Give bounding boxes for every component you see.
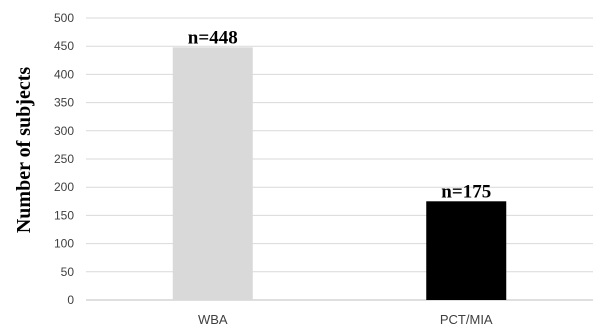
y-tick-label: 300 <box>54 124 74 138</box>
x-axis-categories: WBA PCT/MIA <box>198 312 493 327</box>
x-category-label: PCT/MIA <box>440 312 493 327</box>
y-tick-label: 100 <box>54 237 74 251</box>
y-axis-title: Number of subjects <box>13 67 35 234</box>
y-tick-label: 0 <box>67 293 74 307</box>
y-tick-label: 400 <box>54 67 74 81</box>
bar-wba <box>173 47 253 300</box>
y-tick-label: 350 <box>54 96 74 110</box>
data-label: n=175 <box>441 181 491 202</box>
y-tick-label: 250 <box>54 152 74 166</box>
gridlines <box>86 18 593 300</box>
y-tick-label: 200 <box>54 180 74 194</box>
y-axis-ticks: 0 50 100 150 200 250 300 350 400 450 500 <box>54 11 74 307</box>
y-tick-label: 150 <box>54 208 74 222</box>
x-category-label: WBA <box>198 312 228 327</box>
bars <box>173 47 507 300</box>
y-tick-label: 50 <box>61 265 75 279</box>
bar-pct-mia <box>426 201 506 300</box>
y-tick-label: 500 <box>54 11 74 25</box>
y-tick-label: 450 <box>54 39 74 53</box>
data-label: n=448 <box>188 27 238 48</box>
